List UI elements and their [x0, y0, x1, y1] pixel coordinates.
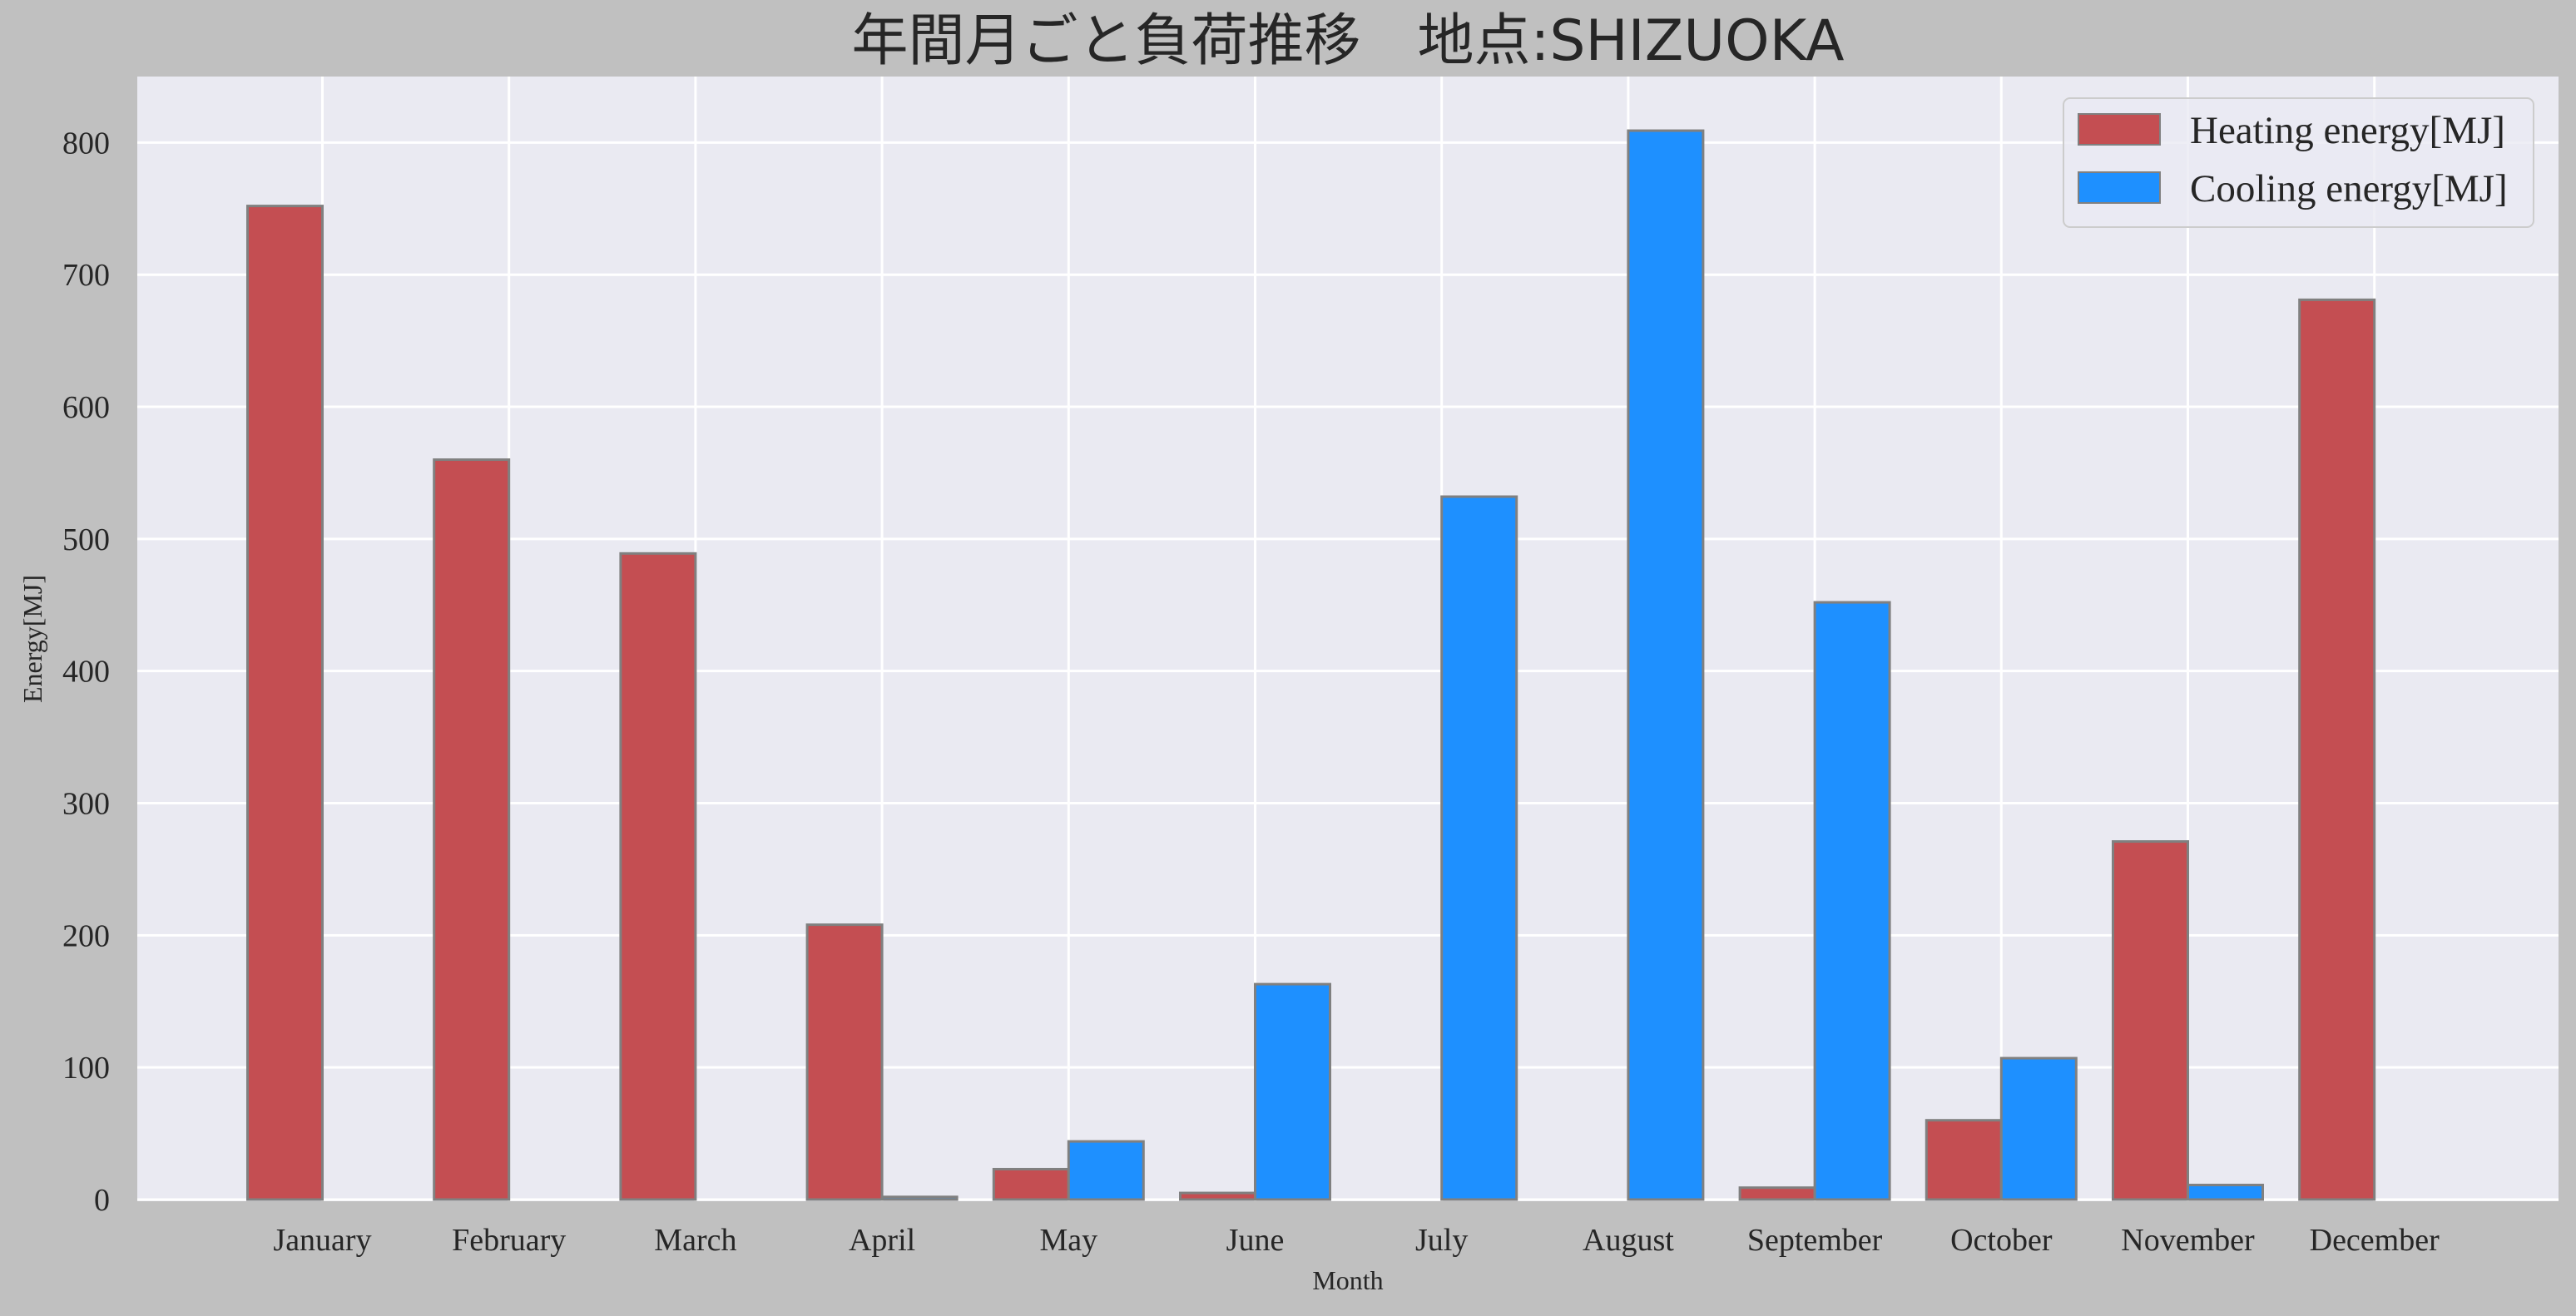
- y-tick-labels: 0 100 200 300 400 500 600 700 800: [62, 126, 110, 1218]
- y-tick-800: 800: [62, 126, 110, 161]
- legend-swatch-heating: [2078, 113, 2161, 146]
- bar-heating-november: [2112, 840, 2189, 1201]
- y-tick-200: 200: [62, 918, 110, 953]
- legend: Heating energy[MJ] Cooling energy[MJ]: [2063, 97, 2534, 228]
- bar-heating-december: [2298, 298, 2376, 1201]
- y-tick-100: 100: [62, 1051, 110, 1086]
- x-tick-march: March: [654, 1223, 736, 1258]
- bar-heating-october: [1925, 1119, 2003, 1201]
- x-tick-labels: January February March April May June July Augu…: [273, 1223, 2440, 1258]
- x-tick-october: October: [1950, 1223, 2053, 1258]
- bar-heating-january: [246, 205, 324, 1201]
- y-tick-300: 300: [62, 787, 110, 822]
- x-tick-june: June: [1226, 1223, 1285, 1258]
- bar-heating-february: [433, 458, 511, 1201]
- x-tick-february: February: [452, 1223, 566, 1258]
- x-tick-april: April: [849, 1223, 915, 1258]
- x-tick-september: September: [1747, 1223, 1883, 1258]
- x-tick-january: January: [273, 1223, 371, 1258]
- x-tick-may: May: [1039, 1223, 1097, 1258]
- bar-cooling-june: [1254, 982, 1331, 1201]
- x-axis-label: Month: [1312, 1265, 1383, 1295]
- y-tick-0: 0: [94, 1183, 110, 1218]
- bar-heating-march: [619, 552, 697, 1201]
- bar-cooling-september: [1813, 601, 1891, 1201]
- bar-cooling-may: [1067, 1140, 1145, 1201]
- bar-cooling-november: [2187, 1184, 2264, 1201]
- y-axis-label: Energy[MJ]: [17, 575, 47, 703]
- x-tick-july: July: [1415, 1223, 1468, 1258]
- legend-swatch-cooling: [2078, 171, 2161, 204]
- bars: [246, 129, 2376, 1201]
- y-tick-600: 600: [62, 390, 110, 425]
- y-tick-700: 700: [62, 258, 110, 293]
- chart-title: 年間月ごと負荷推移 地点:SHIZUOKA: [851, 8, 1844, 74]
- legend-label-heating: Heating energy[MJ]: [2190, 109, 2505, 152]
- y-tick-500: 500: [62, 522, 110, 557]
- bar-heating-september: [1738, 1186, 1816, 1201]
- x-tick-december: December: [2310, 1223, 2440, 1258]
- bar-cooling-october: [1999, 1056, 2078, 1201]
- bar-heating-april: [805, 923, 884, 1201]
- x-tick-november: November: [2121, 1223, 2255, 1258]
- bar-cooling-july: [1440, 495, 1518, 1201]
- bar-heating-may: [992, 1167, 1070, 1201]
- x-tick-august: August: [1583, 1223, 1674, 1258]
- bar-cooling-april: [880, 1195, 959, 1201]
- bar-heating-june: [1179, 1191, 1256, 1201]
- legend-frame: [2063, 97, 2534, 228]
- bar-cooling-august: [1627, 129, 1705, 1201]
- y-tick-400: 400: [62, 655, 110, 690]
- legend-label-cooling: Cooling energy[MJ]: [2190, 167, 2508, 210]
